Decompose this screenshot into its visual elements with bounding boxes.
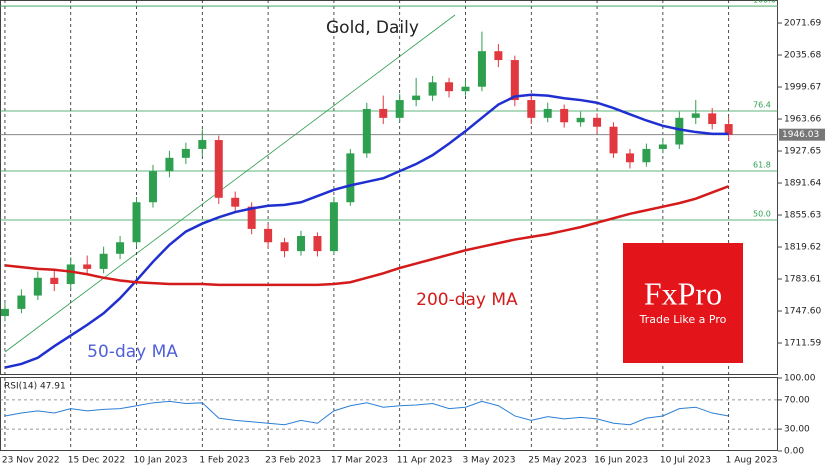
y-tick-label: 1819.62 [784, 243, 821, 253]
candle-body [445, 82, 454, 92]
candle-body [527, 100, 536, 118]
candle-body [691, 113, 700, 118]
candle-body [642, 148, 651, 163]
candle-body [576, 117, 585, 123]
candle-body [50, 277, 59, 285]
candle-body [412, 95, 421, 101]
y-tick-label: 1747.60 [784, 307, 821, 317]
candle-body [33, 277, 42, 296]
candle-body [362, 108, 371, 154]
candle-body [83, 264, 92, 269]
x-tick-label: 16 Jun 2023 [594, 456, 648, 466]
current-price-label: 1946.03 [782, 130, 819, 140]
brand-box [623, 243, 743, 363]
x-tick-label: 15 Dec 2022 [68, 456, 126, 466]
candle-body [214, 140, 223, 198]
rsi-tick-label: 0.00 [784, 447, 804, 457]
x-tick-label: 23 Feb 2023 [265, 456, 321, 466]
rsi-tick-label: 30.00 [784, 425, 810, 435]
candle-body [379, 108, 388, 118]
y-tick-label: 1783.61 [784, 275, 821, 285]
x-tick-label: 1 Feb 2023 [199, 456, 249, 466]
y-tick-label: 1963.66 [784, 115, 821, 125]
moving-average-label: 50-day MA [87, 342, 178, 362]
x-tick-label: 17 Mar 2023 [331, 456, 388, 466]
candle-body [724, 124, 733, 135]
candle-body [593, 117, 602, 127]
candle-body [280, 242, 289, 252]
current-price-box [779, 128, 825, 141]
price-panel-frame [0, 0, 778, 375]
y-tick-label: 2071.69 [784, 19, 821, 29]
candle-body [17, 295, 26, 309]
moving-average-line [4, 93, 729, 369]
x-tick-label: 10 Jan 2023 [134, 456, 188, 466]
candle-body [99, 253, 108, 269]
candle-body [132, 202, 141, 243]
moving-average-line [4, 185, 730, 287]
x-tick-label: 1 Aug 2023 [726, 456, 778, 466]
x-tick-label: 3 May 2023 [462, 456, 515, 466]
y-tick-label: 1927.65 [784, 147, 821, 157]
candle-body [313, 236, 322, 252]
rsi-tick-label: 70.00 [784, 395, 810, 405]
candle-body [560, 108, 569, 123]
rsi-panel-frame [0, 377, 778, 451]
moving-average-label: 200-day MA [416, 290, 518, 310]
candle-body [264, 228, 273, 243]
candle-body [66, 264, 75, 285]
fib-level-label: 61.8 [753, 160, 771, 169]
candle-body [346, 153, 355, 203]
candle-body [510, 60, 519, 101]
candle-body [477, 51, 486, 87]
y-tick-label: 1711.59 [784, 339, 821, 349]
x-tick-label: 11 Apr 2023 [397, 456, 453, 466]
rsi-line [4, 400, 729, 426]
chart-title: Gold, Daily [326, 18, 419, 38]
fib-trend-line [4, 14, 456, 353]
candle-body [428, 82, 437, 96]
brand-slogan: Trade Like a Pro [639, 313, 727, 326]
x-tick-label: 25 May 2023 [528, 456, 587, 466]
candle-body [625, 153, 634, 163]
candle-body [231, 197, 240, 207]
y-tick-label: 1855.63 [784, 211, 821, 221]
rsi-tick-label: 100.00 [784, 374, 816, 384]
candle-body [297, 236, 306, 252]
x-tick-label: 10 Jul 2023 [660, 456, 711, 466]
x-tick-label: 23 Nov 2022 [2, 456, 60, 466]
candle-body [609, 126, 618, 154]
y-tick-label: 1999.67 [784, 83, 821, 93]
candle-body [181, 148, 190, 158]
candle-body [329, 202, 338, 252]
candle-body [0, 308, 9, 316]
candle-body [658, 144, 667, 149]
fib-level-label: 100.0 [753, 0, 776, 5]
fib-level-label: 50.0 [753, 210, 771, 219]
candle-body [395, 100, 404, 118]
brand-logo: FxPro Trade Like a Pro [623, 243, 743, 363]
candle-body [148, 171, 157, 203]
y-tick-label: 2035.68 [784, 51, 821, 61]
candle-body [708, 113, 717, 125]
candle-body [198, 140, 207, 149]
rsi-label: RSI(14) 47.91 [4, 382, 66, 392]
candle-body [116, 242, 125, 254]
candle-body [675, 117, 684, 145]
candle-body [494, 51, 503, 61]
brand-name: FxPro [644, 275, 722, 311]
fib-level-label: 76.4 [753, 100, 771, 109]
y-tick-label: 1891.64 [784, 179, 821, 189]
candle-body [247, 206, 256, 229]
candle-body [543, 108, 552, 118]
candle-body [461, 86, 470, 92]
candle-body [165, 157, 174, 172]
